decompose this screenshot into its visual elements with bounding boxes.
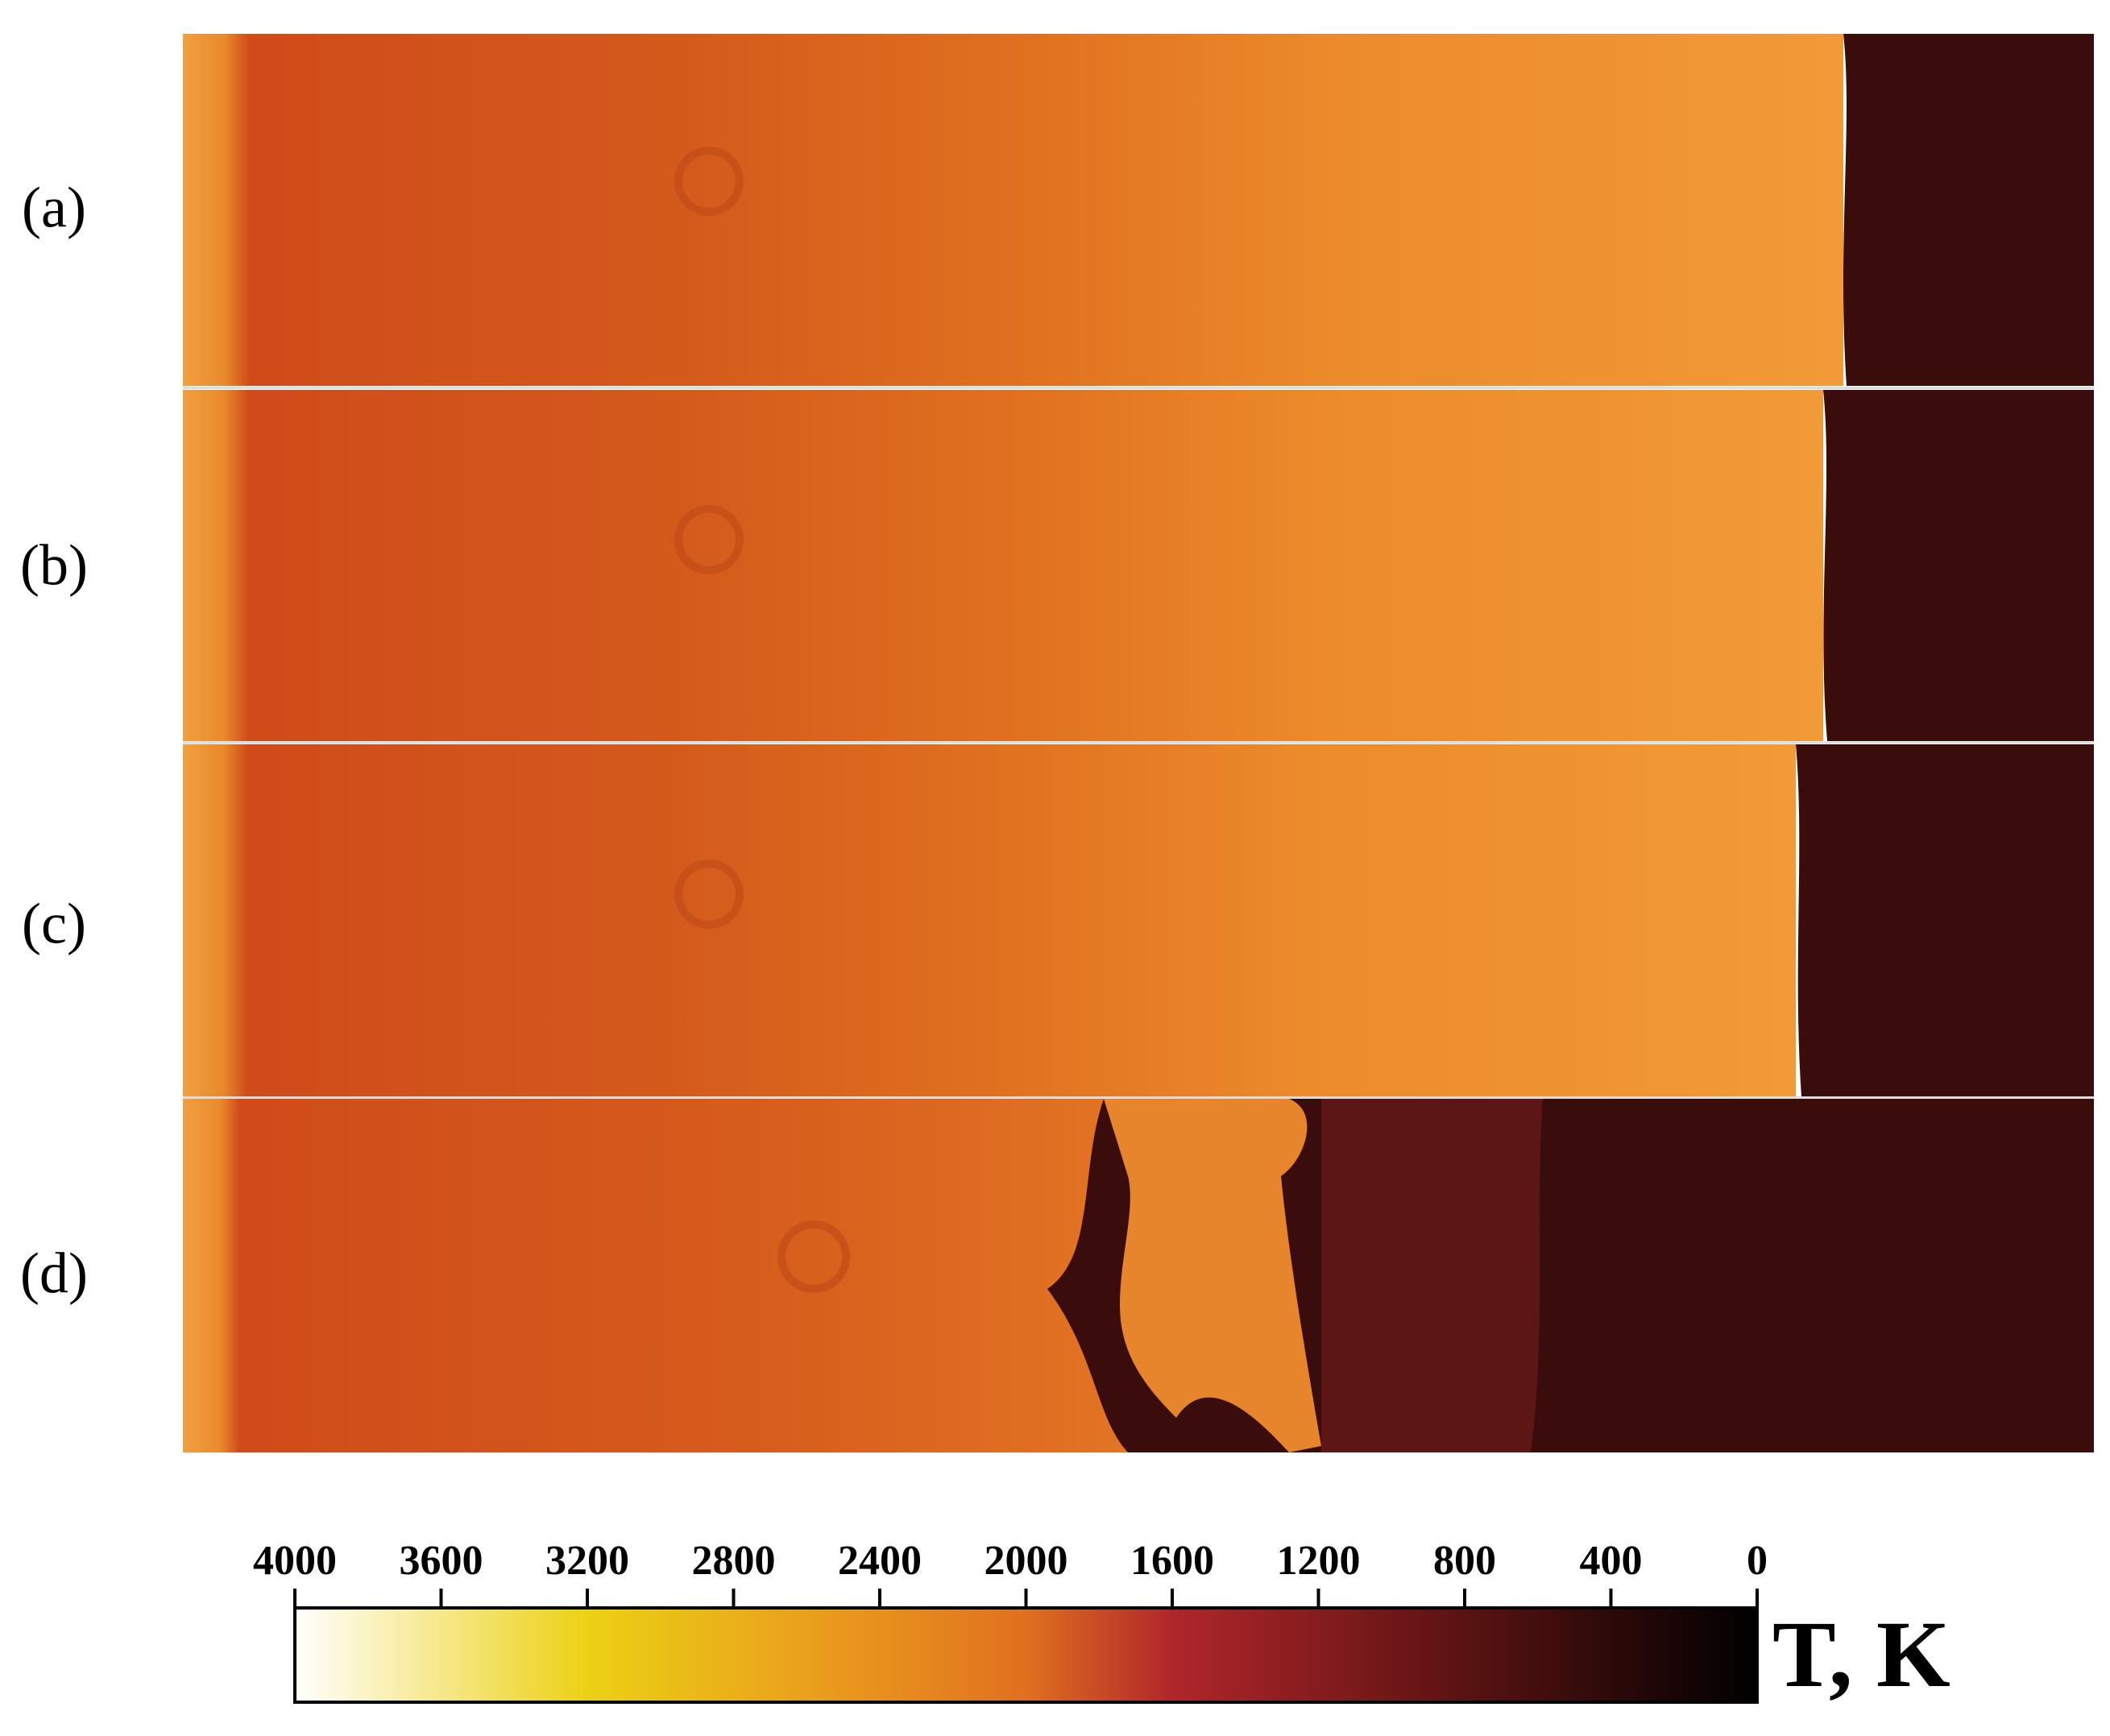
tick-label: 0 (1747, 1538, 1768, 1584)
fresh-mixture (1843, 34, 2094, 386)
tick-label: 4000 (253, 1538, 337, 1584)
fresh-mixture (1796, 744, 2094, 1096)
tick-label: 2000 (985, 1538, 1068, 1584)
panel-a (183, 34, 2094, 386)
panel-label: (d) (20, 1241, 88, 1306)
burned-gas (183, 744, 1796, 1096)
panel-d (183, 1099, 2094, 1452)
tick-label: 1600 (1130, 1538, 1214, 1584)
tick-label: 1200 (1277, 1538, 1361, 1584)
tick-label: 3600 (400, 1538, 483, 1584)
vortex (674, 860, 744, 929)
burned-gas (183, 34, 1843, 386)
panel-label: (b) (20, 533, 88, 598)
flame-tongue (1104, 1099, 1321, 1452)
tick-label: 2400 (838, 1538, 922, 1584)
tick-label: 3200 (545, 1538, 629, 1584)
vortex (777, 1220, 850, 1293)
fresh-mixture (1823, 390, 2094, 741)
panel-label: (c) (22, 892, 86, 956)
colorbar (293, 1606, 1759, 1704)
burned-gas (183, 390, 1823, 741)
colorbar-title: T, K (1772, 1601, 1950, 1707)
shocked-mixture (1321, 1099, 1543, 1452)
vortex (674, 505, 744, 574)
panel-label: (a) (22, 176, 86, 240)
colorbar-ticks: 4000 3600 3200 2800 2400 2000 1600 1200 800 400 0 (253, 1538, 1768, 1608)
panel-b (183, 390, 2094, 741)
vortex (674, 147, 744, 216)
tick-label: 2800 (692, 1538, 776, 1584)
tick-label: 800 (1433, 1538, 1496, 1584)
panel-c (183, 744, 2094, 1096)
burned-gas (183, 1099, 1128, 1452)
tick-label: 400 (1580, 1538, 1643, 1584)
